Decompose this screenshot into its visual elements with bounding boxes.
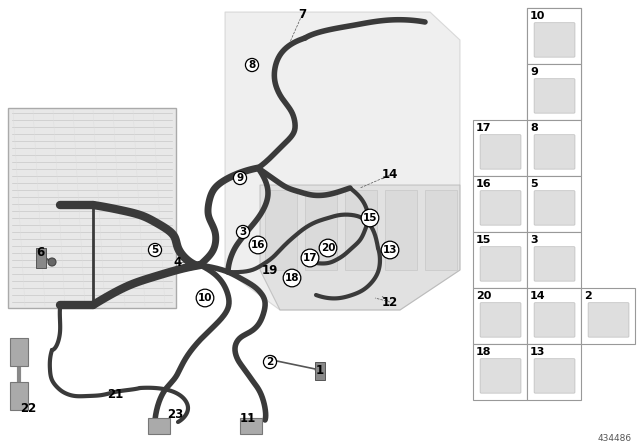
FancyBboxPatch shape (534, 23, 575, 57)
Text: 8: 8 (248, 60, 255, 70)
Text: 4: 4 (174, 255, 182, 268)
Text: 20: 20 (476, 291, 492, 301)
Text: 5: 5 (152, 245, 159, 255)
FancyBboxPatch shape (534, 79, 575, 113)
Bar (527, 64, 581, 120)
Bar (473, 176, 527, 232)
Text: 7: 7 (298, 9, 306, 22)
Text: 15: 15 (476, 235, 492, 245)
Bar (240, 418, 262, 434)
Bar (265, 190, 297, 270)
Bar (527, 176, 581, 232)
Bar (527, 120, 581, 176)
FancyBboxPatch shape (534, 303, 575, 337)
Bar (385, 190, 417, 270)
Bar (527, 8, 581, 64)
Text: 11: 11 (240, 412, 256, 425)
Bar (315, 362, 325, 380)
Polygon shape (225, 12, 460, 310)
Bar (10, 382, 28, 410)
Text: 15: 15 (363, 213, 377, 223)
Text: 22: 22 (20, 401, 36, 414)
Bar (148, 418, 170, 434)
FancyBboxPatch shape (480, 247, 521, 281)
Text: 13: 13 (530, 347, 545, 357)
Bar (36, 248, 46, 268)
Text: 5: 5 (530, 179, 538, 189)
FancyBboxPatch shape (534, 359, 575, 393)
Bar (527, 344, 581, 400)
Circle shape (268, 356, 276, 364)
FancyBboxPatch shape (480, 191, 521, 225)
Circle shape (48, 258, 56, 266)
Bar (305, 190, 337, 270)
Bar (425, 190, 457, 270)
FancyBboxPatch shape (534, 135, 575, 169)
Text: 18: 18 (285, 273, 300, 283)
Bar (345, 190, 377, 270)
Text: 12: 12 (382, 296, 398, 309)
FancyBboxPatch shape (588, 303, 629, 337)
Text: 434486: 434486 (598, 434, 632, 443)
Text: 16: 16 (476, 179, 492, 189)
Bar (581, 288, 635, 344)
Text: 6: 6 (36, 246, 44, 258)
Text: 9: 9 (236, 173, 244, 183)
FancyBboxPatch shape (534, 191, 575, 225)
Bar (527, 8, 581, 64)
Text: 9: 9 (530, 67, 538, 77)
Text: 3: 3 (239, 227, 246, 237)
FancyBboxPatch shape (480, 359, 521, 393)
Text: 17: 17 (303, 253, 317, 263)
Bar (527, 232, 581, 288)
Bar (473, 288, 527, 344)
Bar (527, 288, 581, 344)
Text: 19: 19 (262, 263, 278, 276)
Text: 2: 2 (584, 291, 592, 301)
Text: 21: 21 (107, 388, 123, 401)
Text: 14: 14 (382, 168, 398, 181)
Bar (473, 232, 527, 288)
Text: 20: 20 (321, 243, 335, 253)
Text: 10: 10 (530, 11, 545, 21)
Text: 2: 2 (266, 357, 274, 367)
Text: 8: 8 (530, 123, 538, 133)
Text: 18: 18 (476, 347, 492, 357)
Text: 13: 13 (383, 245, 397, 255)
Bar (10, 338, 28, 366)
FancyBboxPatch shape (480, 303, 521, 337)
Text: 10: 10 (198, 293, 212, 303)
FancyBboxPatch shape (480, 135, 521, 169)
Bar (8, 108, 176, 308)
Text: 16: 16 (251, 240, 265, 250)
Bar (527, 64, 581, 120)
Bar (473, 344, 527, 400)
Text: 17: 17 (476, 123, 492, 133)
Text: 14: 14 (530, 291, 546, 301)
FancyBboxPatch shape (534, 247, 575, 281)
Polygon shape (260, 185, 460, 310)
Text: 3: 3 (530, 235, 538, 245)
Text: 23: 23 (167, 409, 183, 422)
Bar (473, 120, 527, 176)
Text: 1: 1 (316, 363, 324, 376)
